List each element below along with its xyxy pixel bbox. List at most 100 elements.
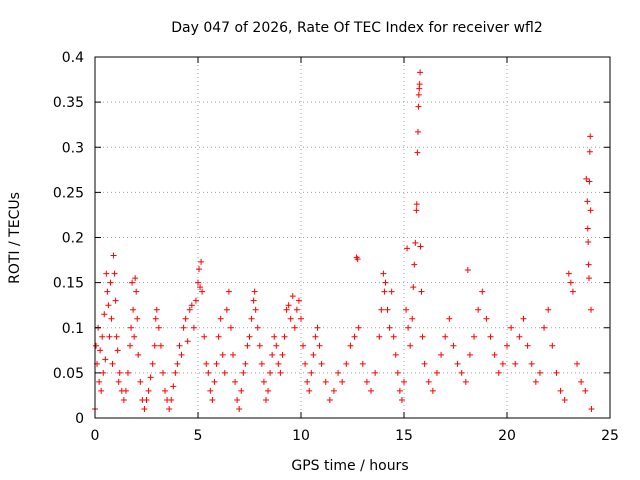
data-point	[528, 360, 535, 367]
data-point	[407, 342, 414, 349]
data-point	[209, 396, 216, 403]
data-point	[289, 293, 296, 300]
data-point	[310, 351, 317, 358]
data-point	[184, 338, 191, 345]
data-point	[101, 311, 108, 318]
data-point	[412, 239, 419, 246]
data-point	[479, 288, 486, 295]
data-point	[355, 324, 362, 331]
data-point	[569, 288, 576, 295]
data-point	[318, 360, 325, 367]
data-point	[398, 396, 405, 403]
data-point	[483, 315, 490, 322]
data-point	[410, 284, 417, 291]
data-points	[92, 69, 595, 412]
data-point	[155, 324, 162, 331]
data-point	[351, 333, 358, 340]
data-point	[124, 369, 131, 376]
data-point	[153, 306, 160, 313]
data-point	[116, 369, 123, 376]
data-point	[295, 297, 302, 304]
data-point	[380, 270, 387, 277]
data-point	[215, 333, 222, 340]
data-point	[378, 306, 385, 313]
data-point	[283, 306, 290, 313]
data-point	[107, 279, 114, 286]
data-point	[417, 69, 424, 76]
data-point	[475, 306, 482, 313]
data-point	[508, 324, 515, 331]
data-point	[238, 387, 245, 394]
x-tick-label: 0	[91, 428, 100, 444]
data-point	[433, 369, 440, 376]
data-point	[574, 360, 581, 367]
data-point	[251, 288, 258, 295]
data-point	[567, 279, 574, 286]
data-point	[275, 360, 282, 367]
data-point	[466, 351, 473, 358]
data-point	[545, 306, 552, 313]
data-point	[347, 342, 354, 349]
data-point	[504, 342, 510, 349]
data-point	[304, 378, 311, 385]
data-point	[188, 302, 195, 309]
data-point	[203, 360, 210, 367]
data-point	[172, 369, 179, 376]
x-tick-label: 10	[292, 428, 310, 444]
data-point	[178, 351, 185, 358]
data-point	[135, 351, 142, 358]
data-point	[524, 342, 531, 349]
data-point	[242, 360, 249, 367]
data-point	[512, 360, 519, 367]
data-point	[376, 333, 383, 340]
data-point	[134, 315, 141, 322]
data-point	[152, 315, 159, 322]
data-point	[418, 288, 425, 295]
data-point	[260, 378, 267, 385]
data-point	[227, 324, 234, 331]
y-tick-label: 0	[75, 411, 84, 427]
data-point	[293, 306, 300, 313]
data-point	[198, 258, 205, 265]
data-point	[111, 270, 118, 277]
data-point	[97, 347, 104, 354]
data-point	[372, 369, 379, 376]
data-point	[390, 333, 397, 340]
data-point	[232, 378, 239, 385]
x-tick-label: 25	[601, 428, 619, 444]
data-point	[584, 225, 591, 232]
data-point	[417, 243, 424, 250]
data-point	[252, 306, 259, 313]
data-point	[438, 351, 445, 358]
data-point	[176, 342, 183, 349]
data-point	[258, 360, 265, 367]
data-point	[415, 91, 422, 98]
data-point	[106, 333, 113, 340]
data-point	[104, 288, 111, 295]
data-point	[246, 333, 253, 340]
data-point	[343, 360, 350, 367]
data-point	[273, 342, 280, 349]
data-point	[129, 279, 136, 286]
data-point	[429, 387, 436, 394]
data-point	[131, 333, 138, 340]
data-point	[425, 378, 432, 385]
y-tick-label: 0.05	[53, 366, 84, 382]
data-point	[384, 306, 391, 313]
data-point	[413, 207, 420, 214]
data-point	[108, 315, 115, 322]
data-point	[115, 378, 122, 385]
data-point	[403, 306, 410, 313]
data-point	[201, 333, 208, 340]
chart-title: Day 047 of 2026, Rate Of TEC Index for r…	[171, 20, 543, 36]
data-point	[196, 266, 203, 273]
data-point	[541, 324, 548, 331]
data-point	[419, 333, 426, 340]
data-point	[149, 360, 156, 367]
data-point	[413, 201, 420, 208]
data-point	[326, 396, 333, 403]
data-point	[277, 369, 284, 376]
x-axis-label: GPS time / hours	[291, 458, 408, 474]
data-point	[339, 378, 346, 385]
data-point	[244, 342, 251, 349]
